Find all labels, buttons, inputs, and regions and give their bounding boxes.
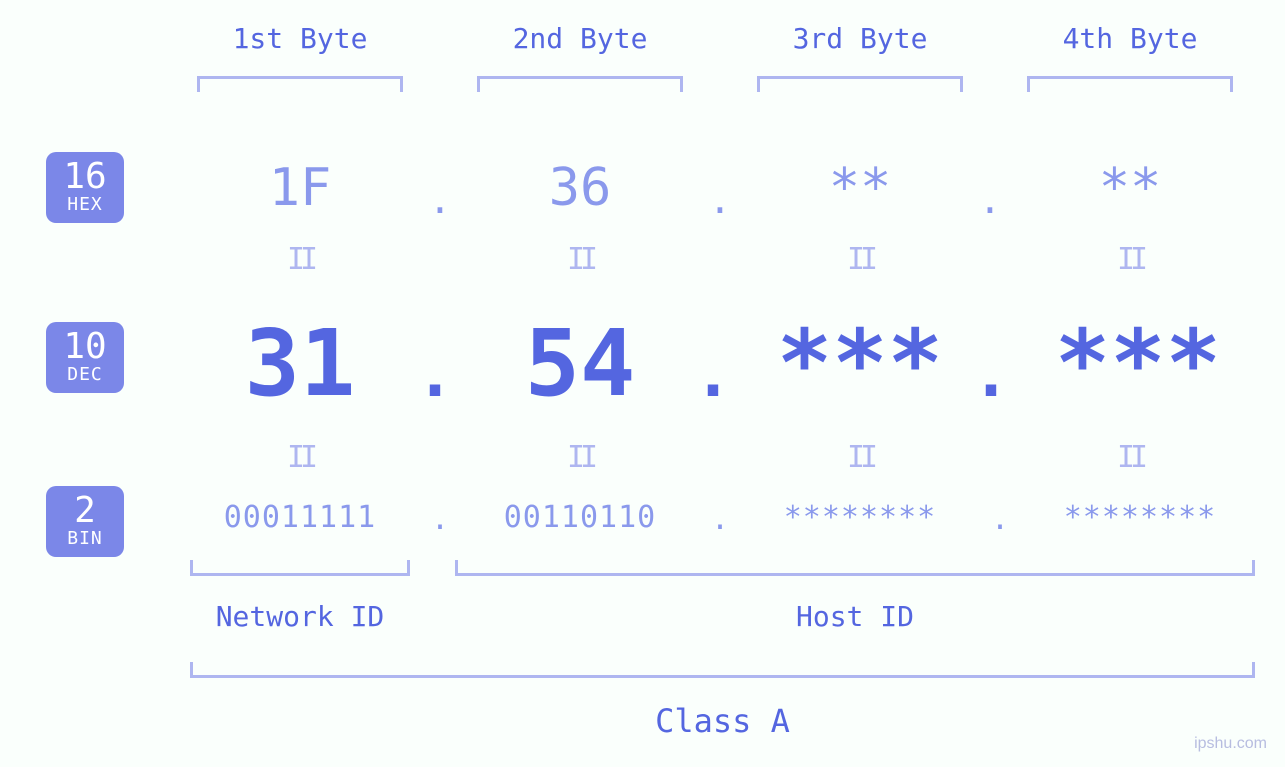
byte-label-1: 1st Byte	[180, 22, 420, 55]
bin-byte-3: ********	[735, 500, 985, 535]
dec-dot-3: .	[966, 338, 1016, 412]
eq-2-4: II	[1110, 440, 1150, 475]
byte-label-4: 4th Byte	[1010, 22, 1250, 55]
dec-dot-1: .	[410, 338, 460, 412]
bin-byte-4: ********	[1015, 500, 1265, 535]
eq-1-1: II	[280, 242, 320, 277]
byte-bracket-4	[1027, 76, 1233, 92]
badge-dec-num: 10	[46, 328, 124, 366]
class-label: Class A	[190, 702, 1255, 740]
network-bracket	[190, 560, 410, 576]
dec-byte-1: 31	[180, 310, 420, 417]
eq-1-2: II	[560, 242, 600, 277]
dec-dot-2: .	[688, 338, 738, 412]
byte-bracket-3	[757, 76, 963, 92]
badge-hex: 16 HEX	[46, 152, 124, 223]
badge-bin-num: 2	[46, 492, 124, 530]
byte-label-3: 3rd Byte	[740, 22, 980, 55]
ip-diagram: 1st Byte 2nd Byte 3rd Byte 4th Byte 16 H…	[0, 0, 1285, 767]
hex-dot-1: .	[420, 178, 460, 222]
badge-dec-lbl: DEC	[46, 366, 124, 385]
eq-2-3: II	[840, 440, 880, 475]
byte-label-2: 2nd Byte	[460, 22, 700, 55]
class-bracket	[190, 662, 1255, 678]
hex-byte-1: 1F	[200, 158, 400, 218]
hex-byte-4: **	[1030, 158, 1230, 218]
badge-hex-lbl: HEX	[46, 196, 124, 215]
badge-bin-lbl: BIN	[46, 530, 124, 549]
bin-byte-1: 00011111	[175, 500, 425, 535]
bin-dot-2: .	[705, 502, 735, 537]
eq-2-2: II	[560, 440, 600, 475]
eq-1-3: II	[840, 242, 880, 277]
bin-byte-2: 00110110	[455, 500, 705, 535]
eq-1-4: II	[1110, 242, 1150, 277]
badge-dec: 10 DEC	[46, 322, 124, 393]
network-id-label: Network ID	[190, 600, 410, 633]
host-id-label: Host ID	[455, 600, 1255, 633]
bin-dot-1: .	[425, 502, 455, 537]
byte-bracket-2	[477, 76, 683, 92]
dec-byte-2: 54	[460, 310, 700, 417]
dec-byte-4: ***	[1018, 310, 1258, 417]
bin-dot-3: .	[985, 502, 1015, 537]
eq-2-1: II	[280, 440, 320, 475]
hex-dot-3: .	[970, 178, 1010, 222]
hex-byte-2: 36	[480, 158, 680, 218]
badge-hex-num: 16	[46, 158, 124, 196]
hex-dot-2: .	[700, 178, 740, 222]
byte-bracket-1	[197, 76, 403, 92]
host-bracket	[455, 560, 1255, 576]
hex-byte-3: **	[760, 158, 960, 218]
watermark: ipshu.com	[1194, 735, 1267, 753]
badge-bin: 2 BIN	[46, 486, 124, 557]
dec-byte-3: ***	[740, 310, 980, 417]
